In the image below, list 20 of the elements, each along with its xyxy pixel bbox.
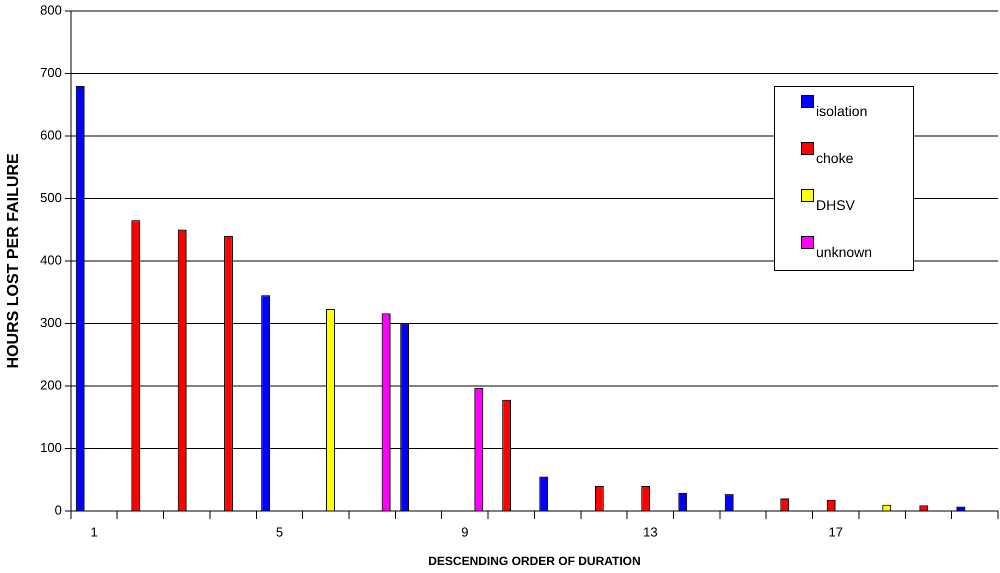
x-axis-title: DESCENDING ORDER OF DURATION <box>428 554 641 568</box>
y-tick-label: 500 <box>40 190 62 205</box>
y-axis-title: HOURS LOST PER FAILURE <box>5 153 22 368</box>
y-tick-label: 800 <box>40 2 62 18</box>
legend-label: unknown <box>816 243 872 260</box>
legend-label: choke <box>816 149 854 166</box>
y-tick-label: 400 <box>40 252 62 268</box>
legend-label: isolation <box>816 102 868 119</box>
y-tick-label: 700 <box>40 64 62 80</box>
x-tick-label: 5 <box>276 524 284 540</box>
y-tick-label: 600 <box>40 127 62 142</box>
x-tick-label: 13 <box>643 524 658 540</box>
x-tick-label: 17 <box>828 524 843 540</box>
legend-label: DHSV <box>816 196 855 213</box>
y-tick-label: 200 <box>40 378 62 393</box>
y-tick-label: 300 <box>40 315 62 330</box>
x-tick-label: 1 <box>90 524 98 540</box>
y-tick-label: 0 <box>54 502 62 518</box>
x-tick-label: 9 <box>461 524 469 540</box>
y-tick-label: 100 <box>40 440 62 456</box>
